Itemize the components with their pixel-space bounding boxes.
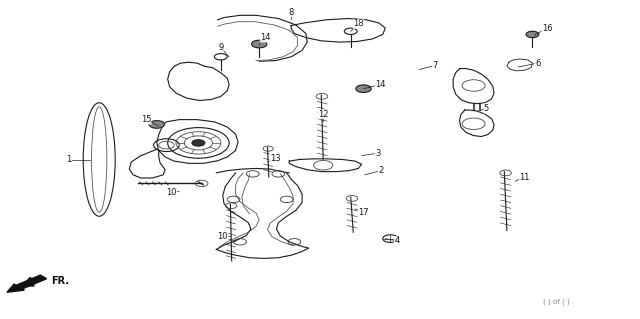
Circle shape [192, 140, 205, 146]
Circle shape [252, 40, 267, 48]
Text: 17: 17 [358, 208, 369, 217]
Text: 16: 16 [542, 24, 552, 33]
Text: 11: 11 [520, 173, 530, 182]
Text: 15: 15 [141, 115, 151, 124]
Text: 7: 7 [433, 61, 438, 70]
Text: 14: 14 [260, 33, 271, 42]
Text: 5: 5 [484, 104, 489, 113]
Text: 4: 4 [394, 236, 399, 245]
Text: 3: 3 [375, 149, 380, 158]
Text: 6: 6 [535, 59, 540, 68]
Circle shape [356, 85, 371, 93]
FancyArrow shape [7, 275, 47, 292]
Text: 8: 8 [289, 8, 294, 17]
Text: 10: 10 [218, 232, 228, 241]
Text: 12: 12 [318, 110, 328, 119]
Text: 13: 13 [270, 154, 280, 163]
Text: 1: 1 [67, 155, 72, 164]
Text: 9: 9 [218, 43, 223, 52]
Text: 2: 2 [378, 166, 383, 175]
Text: 18: 18 [353, 19, 364, 28]
Text: FR.: FR. [51, 276, 69, 286]
Circle shape [149, 121, 164, 128]
Text: ( ) of ( ): ( ) of ( ) [543, 298, 570, 305]
Circle shape [526, 31, 539, 38]
Text: 10: 10 [166, 189, 177, 197]
Text: 14: 14 [376, 80, 386, 89]
